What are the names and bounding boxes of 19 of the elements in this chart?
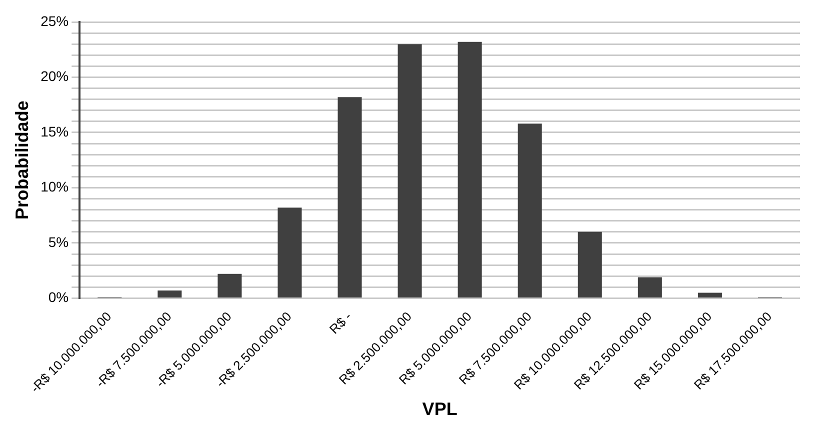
bar — [338, 97, 362, 298]
y-tick-label: 10% — [40, 178, 69, 195]
y-axis-title: Probabilidade — [12, 100, 32, 220]
y-tick-label: 15% — [40, 123, 69, 140]
bar — [518, 124, 542, 298]
bar — [578, 232, 602, 298]
y-tick-label: 5% — [48, 234, 69, 250]
bar — [398, 44, 422, 298]
bar — [158, 290, 182, 298]
x-tick-label: R$ - — [326, 308, 354, 337]
y-tick-label: 20% — [40, 68, 69, 84]
bar — [218, 274, 242, 298]
bar — [698, 292, 722, 298]
bar — [638, 277, 662, 298]
y-tick-label: 25% — [40, 12, 69, 29]
bar — [278, 208, 302, 298]
bar — [458, 42, 482, 298]
y-tick-label: 0% — [48, 289, 69, 306]
x-axis-title: VPL — [422, 399, 458, 420]
